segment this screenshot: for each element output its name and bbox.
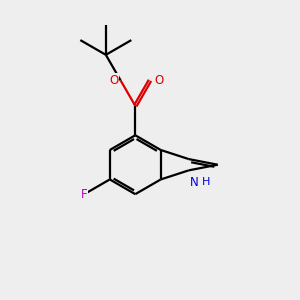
Text: F: F — [81, 188, 88, 201]
Text: O: O — [109, 74, 118, 87]
Text: O: O — [154, 74, 164, 87]
Text: N: N — [190, 176, 199, 189]
Text: H: H — [201, 177, 210, 187]
